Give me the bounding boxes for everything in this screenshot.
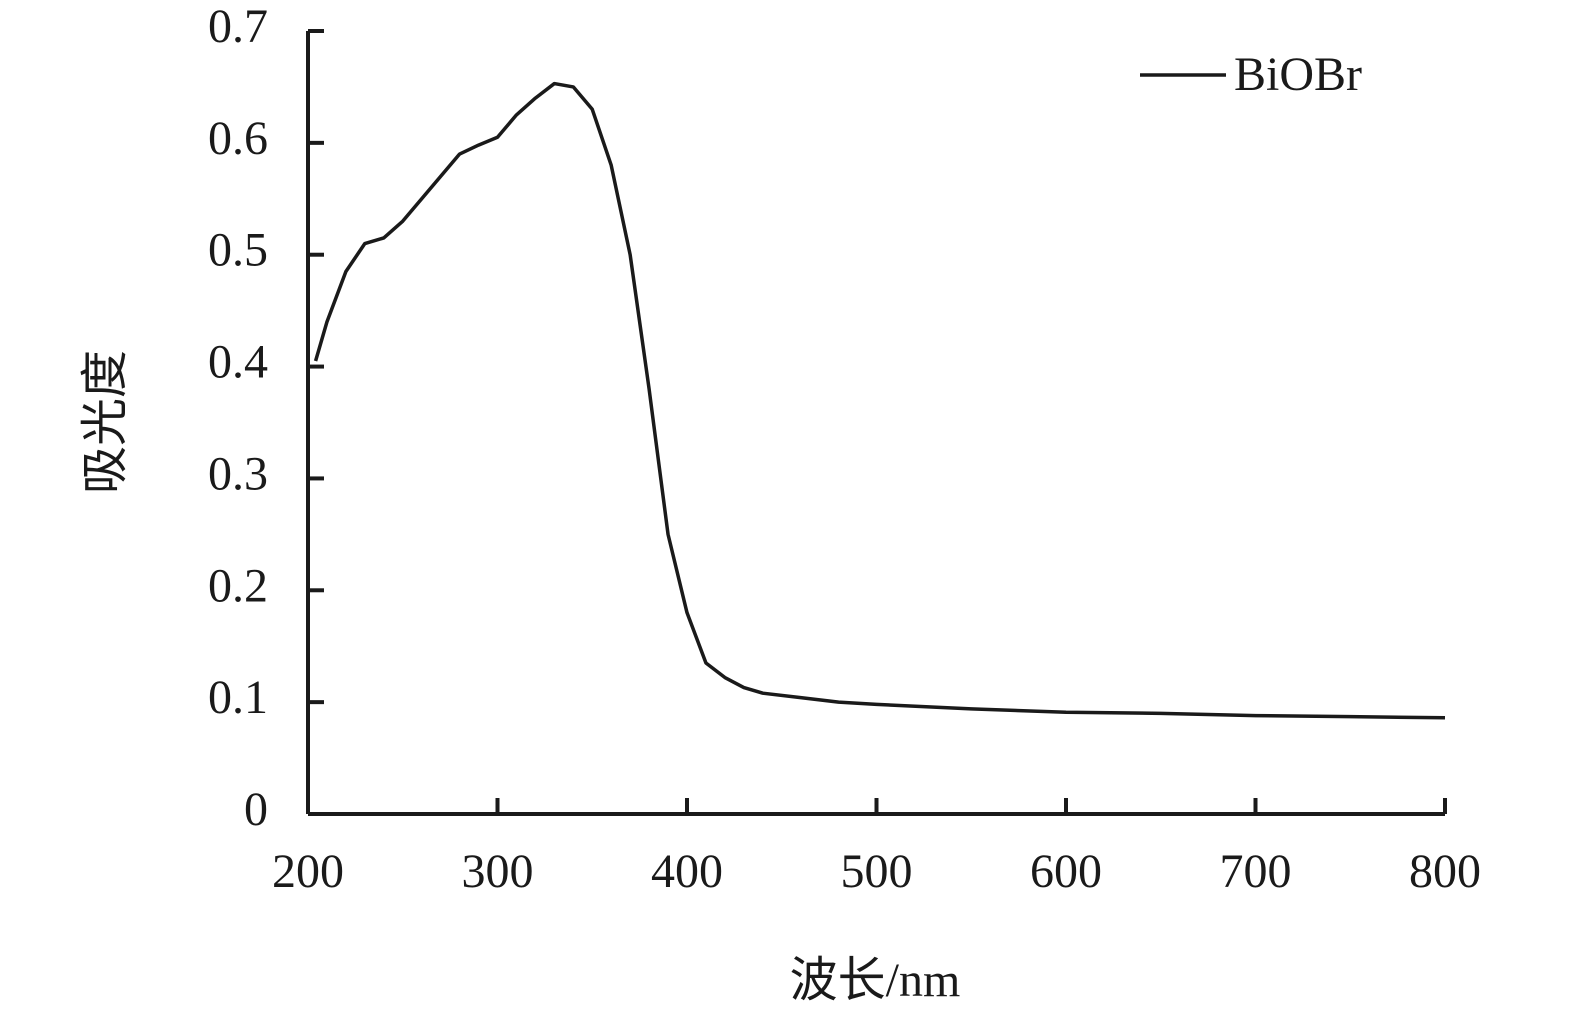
y-tick-label: 0.7 <box>208 0 268 53</box>
legend-label: BiOBr <box>1234 48 1362 101</box>
x-tick-label: 300 <box>462 845 534 898</box>
x-tick-label: 700 <box>1220 845 1292 898</box>
y-axis-label: 吸光度 <box>79 350 132 494</box>
x-tick-label: 200 <box>272 845 344 898</box>
x-tick-label: 800 <box>1409 845 1481 898</box>
y-tick-label: 0.2 <box>208 559 268 612</box>
x-tick-label: 400 <box>651 845 723 898</box>
y-tick-label: 0.3 <box>208 447 268 500</box>
y-tick-label: 0.6 <box>208 112 268 165</box>
y-tick-label: 0.5 <box>208 224 268 277</box>
x-tick-label: 600 <box>1030 845 1102 898</box>
data-line <box>313 81 1446 720</box>
y-tick-label: 0.1 <box>208 671 268 724</box>
y-tick-label: 0.4 <box>208 336 268 389</box>
x-tick-label: 500 <box>841 845 913 898</box>
x-axis-label: 波长/nm <box>790 954 961 1007</box>
y-tick-label: 0 <box>244 783 268 836</box>
